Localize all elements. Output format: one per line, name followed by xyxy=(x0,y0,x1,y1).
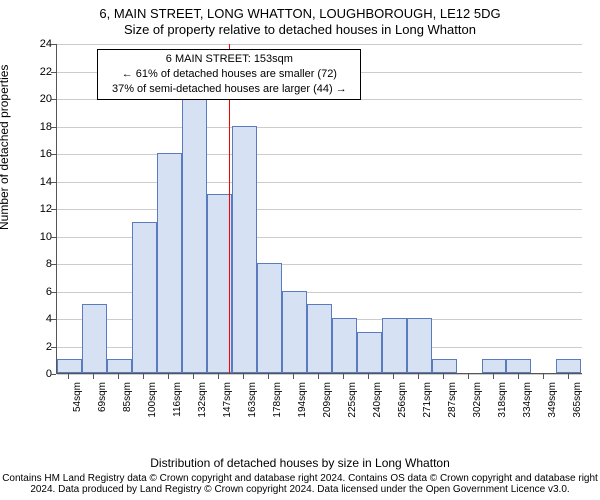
x-tick xyxy=(543,374,544,379)
y-tick xyxy=(51,127,56,128)
y-tick xyxy=(51,264,56,265)
x-tick xyxy=(368,374,369,379)
histogram-bar xyxy=(57,359,82,373)
x-tick-label: 85sqm xyxy=(122,382,133,412)
attribution-text: Contains HM Land Registry data © Crown c… xyxy=(0,473,600,495)
x-tick-label: 240sqm xyxy=(372,382,383,418)
marker-info-line: 37% of semi-detached houses are larger (… xyxy=(104,82,354,97)
x-tick-label: 116sqm xyxy=(172,382,183,417)
chart-title-line2: Size of property relative to detached ho… xyxy=(0,22,600,37)
x-tick xyxy=(168,374,169,379)
x-tick-label: 132sqm xyxy=(197,382,208,418)
x-tick xyxy=(193,374,194,379)
x-tick xyxy=(393,374,394,379)
y-tick xyxy=(51,237,56,238)
histogram-bar xyxy=(482,359,507,373)
grid-line xyxy=(57,182,582,183)
x-tick xyxy=(518,374,519,379)
plot-area: 6 MAIN STREET: 153sqm← 61% of detached h… xyxy=(56,44,582,374)
x-tick-label: 209sqm xyxy=(322,382,333,418)
grid-line xyxy=(57,209,582,210)
y-tick xyxy=(51,209,56,210)
histogram-bar xyxy=(157,153,182,373)
histogram-bar xyxy=(132,222,157,373)
x-tick-label: 163sqm xyxy=(247,382,258,418)
histogram-bar xyxy=(432,359,457,373)
x-tick-label: 100sqm xyxy=(147,382,158,418)
x-tick-label: 147sqm xyxy=(222,382,233,418)
x-tick xyxy=(568,374,569,379)
marker-info-line: 6 MAIN STREET: 153sqm xyxy=(104,52,354,67)
marker-info-box: 6 MAIN STREET: 153sqm← 61% of detached h… xyxy=(97,49,361,100)
histogram-bar xyxy=(382,318,407,373)
histogram-bar xyxy=(506,359,531,373)
x-tick xyxy=(343,374,344,379)
y-tick xyxy=(51,347,56,348)
x-tick xyxy=(143,374,144,379)
histogram-bar xyxy=(107,359,132,373)
y-tick xyxy=(51,292,56,293)
histogram-bar xyxy=(556,359,581,373)
y-tick xyxy=(51,182,56,183)
marker-info-line: ← 61% of detached houses are smaller (72… xyxy=(104,67,354,82)
x-tick xyxy=(243,374,244,379)
x-tick xyxy=(218,374,219,379)
x-tick-label: 194sqm xyxy=(297,382,308,418)
x-tick-label: 318sqm xyxy=(497,382,508,418)
histogram-bar xyxy=(257,263,282,373)
x-tick-label: 178sqm xyxy=(272,382,283,418)
x-tick-label: 69sqm xyxy=(97,382,108,412)
x-tick-label: 287sqm xyxy=(447,382,458,418)
x-tick xyxy=(418,374,419,379)
chart-container: 6, MAIN STREET, LONG WHATTON, LOUGHBOROU… xyxy=(0,0,600,500)
histogram-bar xyxy=(357,332,382,373)
y-tick xyxy=(51,374,56,375)
y-tick xyxy=(51,99,56,100)
x-tick-label: 271sqm xyxy=(422,382,433,418)
x-tick-label: 365sqm xyxy=(572,382,583,418)
x-tick xyxy=(268,374,269,379)
grid-line xyxy=(57,374,582,375)
chart-title-line1: 6, MAIN STREET, LONG WHATTON, LOUGHBOROU… xyxy=(0,6,600,21)
y-axis-label: Number of detached properties xyxy=(0,65,11,230)
grid-line xyxy=(57,44,582,45)
x-tick xyxy=(93,374,94,379)
x-tick xyxy=(293,374,294,379)
x-tick-label: 302sqm xyxy=(472,382,483,418)
grid-line xyxy=(57,154,582,155)
histogram-bar xyxy=(307,304,332,373)
x-tick xyxy=(68,374,69,379)
y-tick xyxy=(51,154,56,155)
histogram-bar xyxy=(282,291,307,374)
histogram-bar xyxy=(82,304,107,373)
y-tick xyxy=(51,319,56,320)
x-tick xyxy=(443,374,444,379)
y-tick xyxy=(51,44,56,45)
x-tick-label: 256sqm xyxy=(397,382,408,418)
histogram-bar xyxy=(332,318,357,373)
x-tick-label: 349sqm xyxy=(547,382,558,418)
x-tick xyxy=(493,374,494,379)
x-tick-label: 54sqm xyxy=(72,382,83,412)
x-axis-label: Distribution of detached houses by size … xyxy=(0,456,600,470)
x-tick xyxy=(318,374,319,379)
histogram-bar xyxy=(182,98,207,373)
x-tick-label: 334sqm xyxy=(522,382,533,418)
x-tick xyxy=(118,374,119,379)
grid-line xyxy=(57,127,582,128)
histogram-bar xyxy=(232,126,257,374)
x-tick-label: 225sqm xyxy=(347,382,358,418)
y-tick xyxy=(51,72,56,73)
histogram-bar xyxy=(207,194,232,373)
x-tick xyxy=(468,374,469,379)
histogram-bar xyxy=(407,318,432,373)
